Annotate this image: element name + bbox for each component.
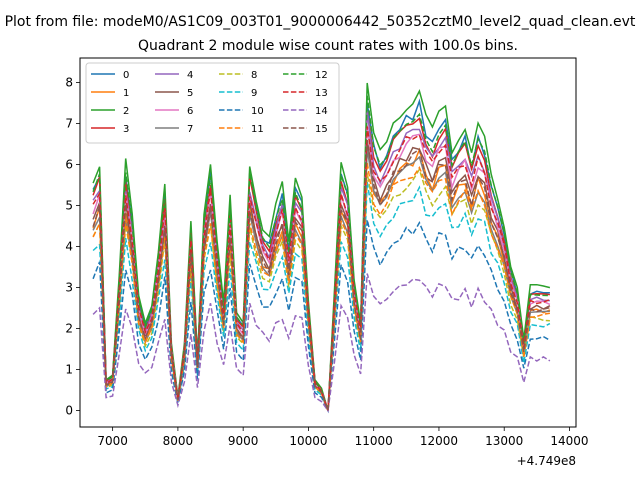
y-tick-label: 5 (65, 199, 73, 213)
legend-label-7: 7 (187, 124, 193, 135)
y-tick-label: 6 (65, 158, 73, 172)
legend-label-4: 4 (187, 70, 193, 81)
y-tick-label: 0 (65, 404, 73, 418)
x-tick-label: 10000 (289, 434, 327, 448)
y-tick-label: 4 (65, 240, 73, 254)
x-tick-label: 8000 (163, 434, 194, 448)
x-tick-label: 14000 (550, 434, 588, 448)
legend-label-6: 6 (187, 106, 193, 117)
legend-label-11: 11 (251, 124, 264, 135)
legend-label-5: 5 (187, 88, 193, 99)
legend-label-8: 8 (251, 70, 257, 81)
legend-label-14: 14 (315, 106, 328, 117)
series-line-15 (92, 139, 551, 411)
series-line-10 (92, 219, 551, 414)
legend-box (85, 62, 340, 144)
legend-label-0: 0 (123, 70, 129, 81)
figure-suptitle: Plot from file: modeM0/AS1C09_003T01_900… (5, 14, 636, 30)
series-layer (92, 82, 551, 414)
y-tick-label: 2 (65, 322, 73, 336)
chart-title: Quadrant 2 module wise count rates with … (138, 38, 518, 54)
x-tick-label: 7000 (97, 434, 128, 448)
y-tick-label: 7 (65, 117, 73, 131)
x-axis-offset-label: +4.749e8 (517, 454, 576, 468)
y-tick-label: 1 (65, 363, 73, 377)
legend-label-12: 12 (315, 70, 328, 81)
legend-label-13: 13 (315, 88, 328, 99)
x-axis-ticks: 7000 8000 9000 10000 11000 12000 13000 14000 (97, 427, 589, 448)
legend-label-1: 1 (123, 88, 129, 99)
x-tick-label: 13000 (485, 434, 523, 448)
y-tick-label: 8 (65, 76, 73, 90)
series-line-14 (92, 273, 551, 413)
legend-label-10: 10 (251, 106, 264, 117)
legend-label-2: 2 (123, 106, 129, 117)
y-axis-ticks: 0 1 2 3 4 5 6 7 8 (65, 76, 80, 418)
legend-label-3: 3 (123, 124, 129, 135)
plot-frame (79, 57, 577, 428)
x-tick-label: 12000 (420, 434, 458, 448)
x-tick-label: 11000 (355, 434, 393, 448)
legend-label-9: 9 (251, 88, 257, 99)
y-tick-label: 3 (65, 281, 73, 295)
x-tick-label: 9000 (228, 434, 259, 448)
legend-label-15: 15 (315, 124, 328, 135)
